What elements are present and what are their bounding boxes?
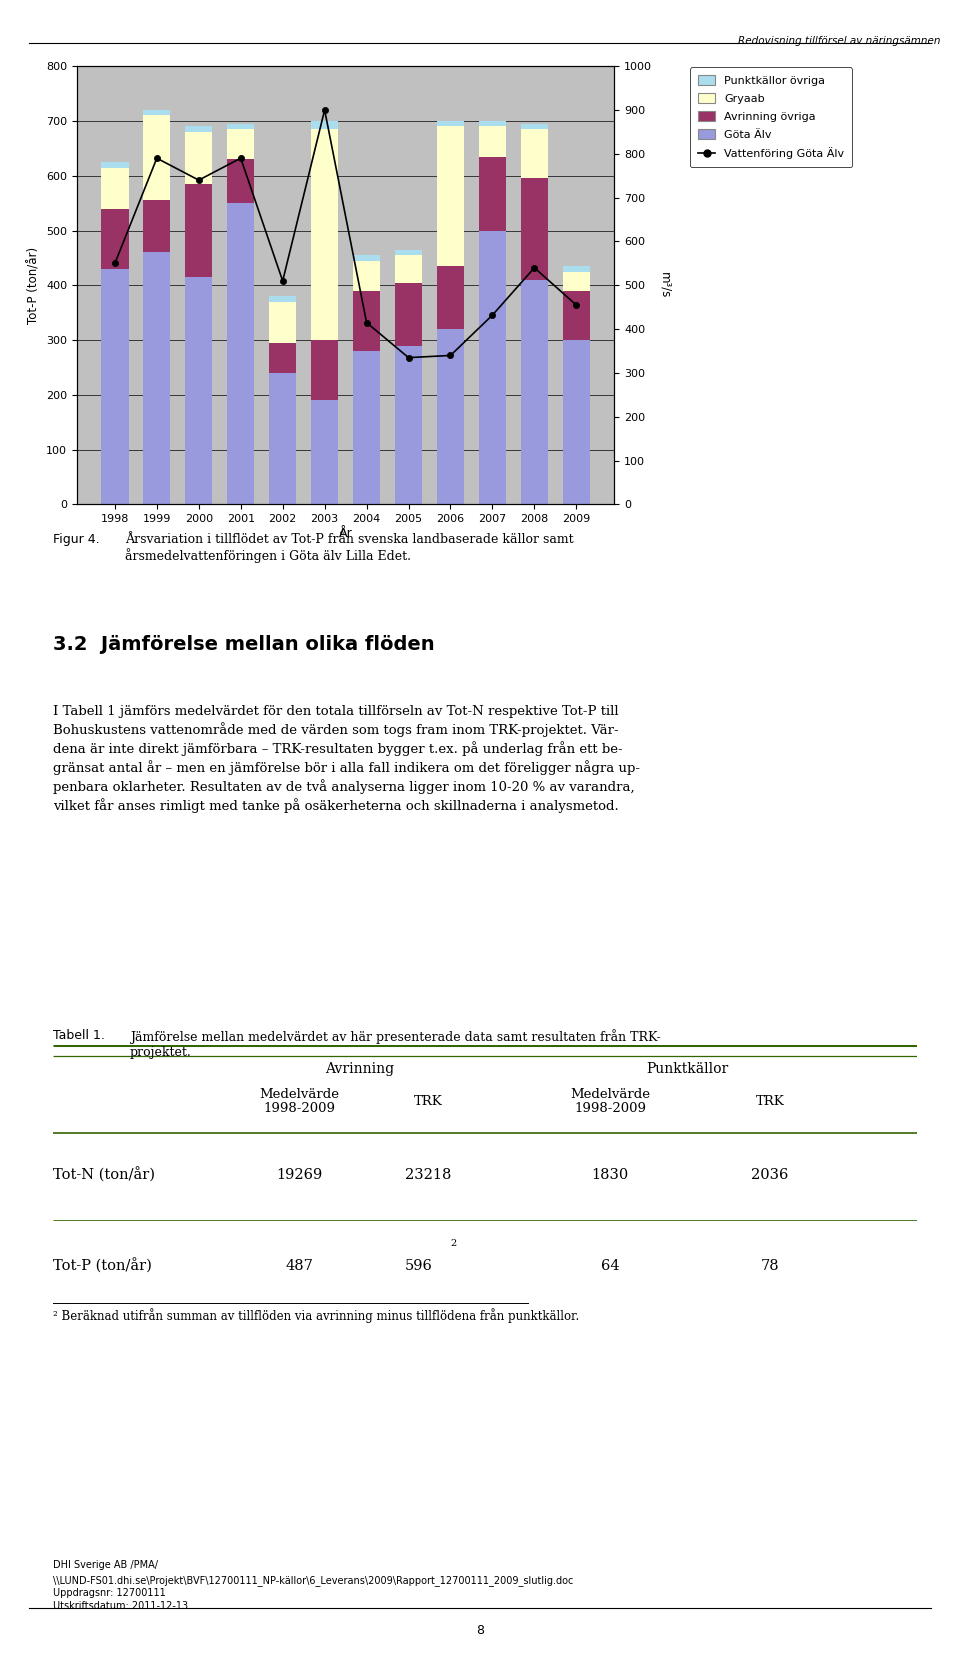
Text: Medelvärde: Medelvärde	[259, 1088, 339, 1102]
Bar	[563, 291, 590, 341]
Text: Tabell 1.: Tabell 1.	[53, 1029, 105, 1042]
Bar	[479, 126, 506, 157]
Bar	[185, 184, 212, 278]
Y-axis label: Tot-P (ton/år): Tot-P (ton/år)	[28, 246, 40, 324]
Text: Figur 4.: Figur 4.	[53, 533, 100, 546]
Text: 23218: 23218	[405, 1168, 452, 1183]
Text: 1998-2009: 1998-2009	[263, 1103, 335, 1115]
Bar	[228, 124, 254, 129]
Text: I Tabell 1 jämförs medelvärdet för den totala tillförseln av Tot-N respektive To: I Tabell 1 jämförs medelvärdet för den t…	[53, 705, 639, 812]
Bar	[311, 129, 338, 341]
Bar	[395, 283, 422, 346]
Bar	[269, 296, 297, 301]
Text: \\LUND-FS01.dhi.se\Projekt\BVF\12700111_NP-källor\6_Leverans\2009\Rapport_127001: \\LUND-FS01.dhi.se\Projekt\BVF\12700111_…	[53, 1575, 573, 1586]
Bar	[101, 167, 129, 208]
Bar	[479, 157, 506, 230]
Text: Jämförelse mellan medelvärdet av här presenterade data samt resultaten från TRK-: Jämförelse mellan medelvärdet av här pre…	[130, 1029, 660, 1059]
Text: Årsvariation i tillflödet av Tot-P från svenska landbaserade källor samt
årsmede: Årsvariation i tillflödet av Tot-P från …	[125, 533, 573, 562]
Text: ² Beräknad utifrån summan av tillflöden via avrinning minus tillflödena från pun: ² Beräknad utifrån summan av tillflöden …	[53, 1308, 579, 1323]
Bar	[185, 132, 212, 184]
Bar	[228, 203, 254, 504]
Bar	[437, 121, 464, 126]
Bar	[185, 126, 212, 132]
Bar	[143, 109, 171, 116]
Text: 1998-2009: 1998-2009	[574, 1103, 646, 1115]
Bar	[311, 400, 338, 504]
Bar	[520, 179, 548, 280]
Bar	[563, 341, 590, 504]
Y-axis label: m³/s: m³/s	[659, 273, 672, 298]
Bar	[269, 301, 297, 342]
Bar	[563, 266, 590, 271]
Text: 487: 487	[285, 1259, 313, 1272]
Bar	[563, 271, 590, 291]
Bar	[269, 374, 297, 504]
Bar	[395, 346, 422, 504]
Text: 64: 64	[601, 1259, 619, 1272]
Text: 8: 8	[476, 1624, 484, 1637]
Bar	[520, 129, 548, 179]
Bar	[101, 270, 129, 504]
Text: Punktkällor: Punktkällor	[647, 1062, 729, 1075]
Bar	[395, 255, 422, 283]
Bar	[437, 266, 464, 329]
Bar	[143, 200, 171, 253]
Bar	[437, 126, 464, 266]
Bar	[353, 255, 380, 261]
Text: 2036: 2036	[752, 1168, 788, 1183]
Text: 596: 596	[404, 1259, 432, 1272]
Bar	[479, 230, 506, 504]
Text: 2: 2	[450, 1239, 457, 1249]
Legend: Punktkällor övriga, Gryaab, Avrinning övriga, Göta Älv, Vattenföring Göta Älv: Punktkällor övriga, Gryaab, Avrinning öv…	[690, 68, 852, 167]
Text: Utskriftsdatum: 2011-12-13: Utskriftsdatum: 2011-12-13	[53, 1601, 188, 1611]
Text: 78: 78	[760, 1259, 780, 1272]
Bar	[520, 280, 548, 504]
Text: DHI Sverige AB /PMA/: DHI Sverige AB /PMA/	[53, 1560, 157, 1570]
Text: Uppdragsnr: 12700111: Uppdragsnr: 12700111	[53, 1588, 165, 1598]
Text: Redovisning tillförsel av näringsämnen: Redovisning tillförsel av näringsämnen	[738, 35, 941, 46]
Bar	[101, 208, 129, 270]
X-axis label: År: År	[339, 528, 352, 539]
Bar	[185, 278, 212, 504]
Text: TRK: TRK	[756, 1095, 784, 1108]
Text: 19269: 19269	[276, 1168, 323, 1183]
Text: 3.2  Jämförelse mellan olika flöden: 3.2 Jämförelse mellan olika flöden	[53, 635, 435, 653]
Text: Tot-P (ton/år): Tot-P (ton/år)	[53, 1259, 152, 1274]
Bar	[395, 250, 422, 255]
Bar	[143, 116, 171, 200]
Bar	[228, 129, 254, 159]
Bar	[437, 329, 464, 504]
Bar	[479, 121, 506, 126]
Text: Medelvärde: Medelvärde	[570, 1088, 650, 1102]
Bar	[228, 159, 254, 203]
Bar	[353, 261, 380, 291]
Bar	[311, 121, 338, 129]
Bar	[143, 253, 171, 504]
Text: Avrinning: Avrinning	[324, 1062, 395, 1075]
Bar	[353, 291, 380, 351]
Bar	[269, 342, 297, 374]
Bar	[311, 341, 338, 400]
Text: 1830: 1830	[591, 1168, 629, 1183]
Text: TRK: TRK	[415, 1095, 443, 1108]
Bar	[353, 351, 380, 504]
Text: Tot-N (ton/år): Tot-N (ton/år)	[53, 1168, 155, 1183]
Bar	[101, 162, 129, 167]
Bar	[520, 124, 548, 129]
